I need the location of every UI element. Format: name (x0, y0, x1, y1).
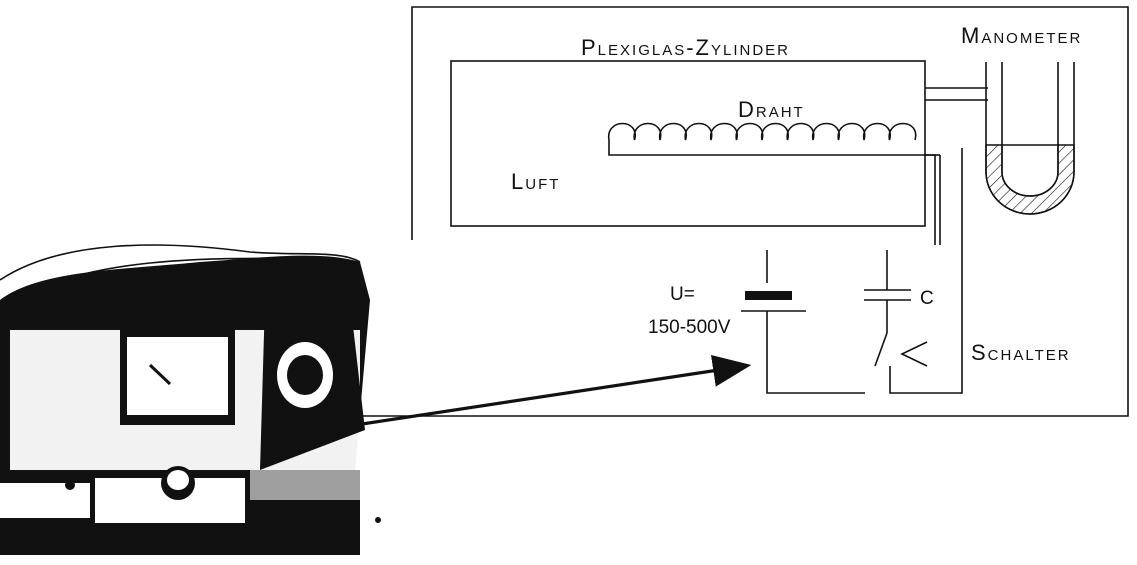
switch-label: Schalter (971, 340, 1071, 365)
battery-symbol (741, 291, 806, 312)
manometer-label: Manometer (961, 23, 1082, 48)
circuit-wiring (766, 148, 963, 394)
manometer-liquid (985, 144, 1075, 215)
diagram-frame (360, 6, 1129, 417)
plexiglas-cylinder (450, 60, 926, 227)
voltage-label: U= (670, 284, 695, 305)
cylinder-label: Plexiglas-Zylinder (581, 35, 790, 60)
pressure-tube (925, 87, 988, 101)
wire-coil (608, 122, 936, 245)
apparatus-photo-icon (0, 244, 381, 555)
manometer-u-tube (985, 62, 1075, 215)
capacitor-symbol (864, 289, 911, 301)
pointer-arrow (361, 354, 752, 426)
capacitor-label: C (920, 288, 934, 309)
switch-symbol (874, 332, 928, 367)
voltage-range-label: 150-500V (648, 317, 731, 338)
wire-label: Draht (738, 97, 805, 122)
air-label: Luft (511, 169, 560, 194)
